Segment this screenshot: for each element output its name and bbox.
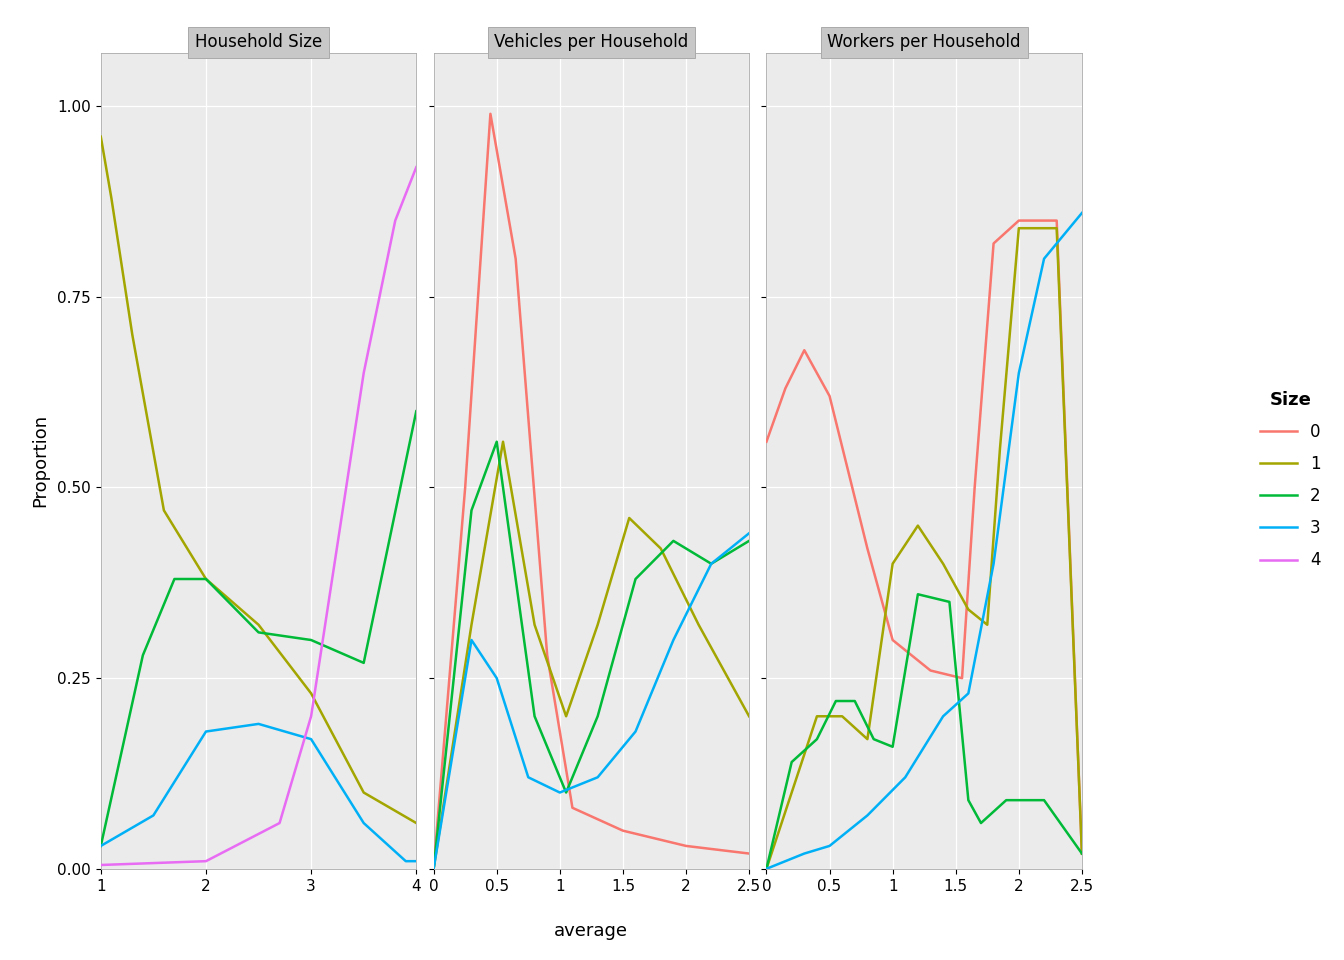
Title: Vehicles per Household: Vehicles per Household <box>495 34 688 51</box>
Title: Workers per Household: Workers per Household <box>828 34 1021 51</box>
Y-axis label: Proportion: Proportion <box>31 414 48 508</box>
Title: Household Size: Household Size <box>195 34 323 51</box>
Text: average: average <box>554 922 629 940</box>
Legend: 0, 1, 2, 3, 4: 0, 1, 2, 3, 4 <box>1251 382 1329 578</box>
